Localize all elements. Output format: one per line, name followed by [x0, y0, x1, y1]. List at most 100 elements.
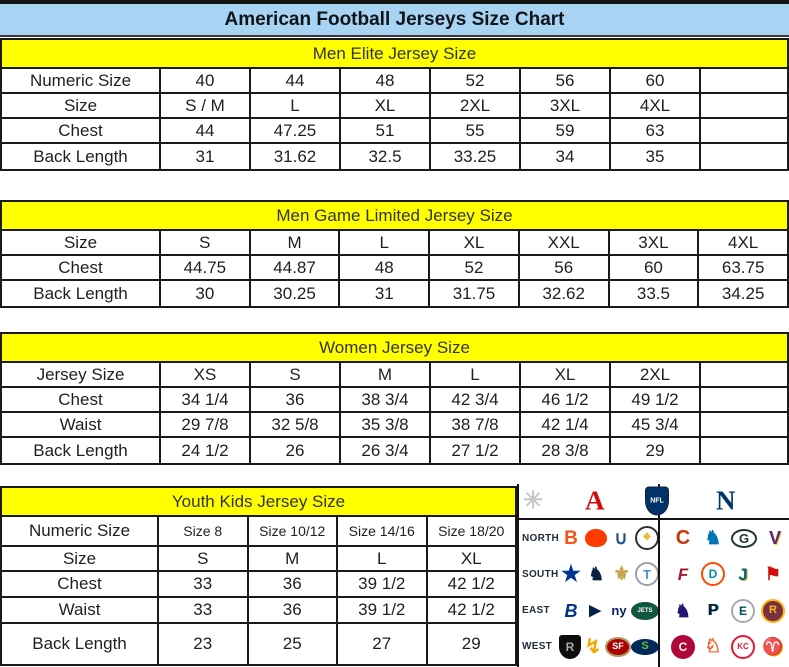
nfl-team-logo-panel: ✳ A NFL N NORTH B ∪ ❖ C ♞ G V SOUTH ★ ♞ ⚜ T F D J ⚑ EAST B… — [517, 484, 789, 667]
logo-oakland-raiders: R — [559, 634, 581, 659]
logo-new-orleans-saints: ⚜ — [613, 563, 631, 585]
division-row-south: SOUTH ★ ♞ ⚜ T F D J ⚑ — [519, 556, 789, 592]
starburst-icon: ✳ — [523, 487, 544, 514]
size-cell: 26 3/4 — [339, 438, 429, 463]
size-cell: S — [159, 231, 249, 254]
size-cell — [699, 69, 787, 92]
division-label: NORTH — [522, 532, 560, 544]
size-cell: 36 — [246, 598, 337, 622]
table-row: Jersey Size XS S M L XL 2XL — [2, 363, 787, 388]
section-header: Men Game Limited Jersey Size — [2, 202, 787, 231]
size-cell: 23 — [157, 624, 247, 664]
size-cell: 49 1/2 — [609, 388, 699, 411]
size-cell: 34 — [519, 144, 609, 169]
size-cell: 46 1/2 — [519, 388, 609, 411]
size-cell — [699, 119, 787, 142]
division-row-west: WEST R ↯ SF S C ♘ KC ♈ — [519, 629, 789, 665]
row-label: Back Length — [33, 440, 128, 460]
size-cell: S — [157, 547, 247, 570]
size-cell: 38 7/8 — [429, 413, 519, 436]
size-cell: 44.87 — [248, 256, 339, 279]
table-row: Waist 29 7/8 32 5/8 35 3/8 38 7/8 42 1/4 45 3/… — [2, 413, 787, 438]
logo-houston-texans: ♞ — [588, 564, 605, 585]
row-label: Jersey Size — [36, 364, 125, 384]
size-cell: M — [246, 547, 337, 570]
size-cell: XL — [425, 547, 516, 570]
size-cell: XL — [339, 94, 429, 117]
logo-miami-dolphins: D — [701, 562, 725, 587]
logo-st-louis-rams: ♈ — [762, 637, 784, 657]
afc-team-group: B ▶ ny JETS — [559, 599, 659, 623]
size-cell: 51 — [339, 119, 429, 142]
size-cell: 39 1/2 — [336, 598, 426, 622]
size-cell: 48 — [339, 69, 429, 92]
size-cell: 31.62 — [249, 144, 339, 169]
logo-san-francisco-49ers: SF — [605, 636, 631, 657]
men-elite-size-table: Men Elite Jersey Size Numeric Size 40 44 48 5… — [0, 38, 789, 171]
row-label: Chest — [57, 574, 102, 593]
division-label: SOUTH — [522, 568, 559, 580]
size-cell: S / M — [159, 94, 249, 117]
size-cell: 33.5 — [607, 281, 698, 306]
size-cell: 3XL — [607, 231, 698, 254]
row-label: Waist — [58, 600, 101, 619]
size-cell: 38 3/4 — [339, 388, 429, 411]
nfc-team-group: ♞ P E R — [671, 598, 785, 623]
logo-kansas-city-chiefs: KC — [731, 634, 755, 659]
size-cell: Size 10/12 — [246, 517, 337, 545]
table-row: Numeric Size Size 8 Size 10/12 Size 14/16 Si… — [2, 517, 515, 547]
row-label: Back Length — [33, 146, 128, 166]
size-cell: 40 — [159, 69, 249, 92]
size-cell: L — [429, 363, 519, 386]
size-cell: Size 18/20 — [425, 517, 516, 545]
size-cell: XL — [519, 363, 609, 386]
logo-chicago-bears: C — [675, 527, 691, 550]
size-cell: 32.5 — [339, 144, 429, 169]
logo-detroit-lions: ♞ — [704, 527, 722, 549]
section-header: Youth Kids Jersey Size — [2, 488, 515, 517]
division-rows: NORTH B ∪ ❖ C ♞ G V SOUTH ★ ♞ ⚜ T F D J ⚑ EAST B ▶ ny JETS ♞ P E… — [519, 520, 789, 665]
youth-kids-size-table: Youth Kids Jersey Size Numeric Size Size 8… — [0, 486, 517, 666]
logo-jacksonville-jaguars: J — [738, 564, 748, 584]
logo-tampa-bay-buccaneers: ⚑ — [764, 564, 782, 585]
logo-san-diego-chargers: ↯ — [584, 635, 602, 658]
size-cell: 25 — [246, 624, 337, 664]
row-label: Numeric Size — [29, 70, 132, 90]
logo-washington-redskins: R — [761, 598, 785, 623]
size-cell: Size 14/16 — [336, 517, 426, 545]
size-cell: M — [339, 363, 429, 386]
size-cell: XS — [159, 363, 249, 386]
logo-panel-header: ✳ A NFL N — [519, 484, 789, 520]
nfc-team-group: C ♞ G V — [671, 526, 787, 550]
logo-tennessee-titans: T — [634, 562, 659, 587]
size-cell: 47.25 — [249, 119, 339, 142]
table-row: Size S / M L XL 2XL 3XL 4XL — [2, 94, 787, 119]
table-row: Back Length 24 1/2 26 26 3/4 27 1/2 28 3/8 29 — [2, 438, 787, 463]
afc-logo-icon: A — [585, 485, 605, 516]
nfc-team-group: F D J ⚑ — [671, 562, 785, 587]
size-cell: 44 — [159, 119, 249, 142]
size-cell: 48 — [338, 256, 428, 279]
table-row: Chest 44 47.25 51 55 59 63 — [2, 119, 787, 144]
size-cell: 29 7/8 — [159, 413, 249, 436]
division-label: EAST — [522, 605, 550, 617]
nfl-shield-icon: NFL — [645, 486, 669, 516]
size-cell: 44 — [249, 69, 339, 92]
row-label: Chest — [58, 257, 103, 277]
size-cell: L — [338, 231, 428, 254]
table-row: Waist 33 36 39 1/2 42 1/2 — [2, 598, 515, 624]
size-cell: 29 — [609, 438, 699, 463]
logo-indianapolis-colts: ∪ — [614, 528, 628, 549]
row-label: Waist — [59, 414, 102, 434]
logo-new-england-patriots: ▶ — [589, 602, 601, 620]
size-cell: 33 — [157, 598, 247, 622]
size-cell: 52 — [428, 256, 518, 279]
division-row-east: EAST B ▶ ny JETS ♞ P E R — [519, 593, 789, 629]
size-cell: 30 — [159, 281, 249, 306]
table-row: Back Length 31 31.62 32.5 33.25 34 35 — [2, 144, 787, 169]
logo-pittsburgh-steelers: ❖ — [635, 526, 659, 551]
row-label: Size — [62, 548, 97, 568]
afc-team-group: R ↯ SF S — [559, 634, 659, 659]
size-cell: 33 — [157, 572, 247, 596]
row-label: Chest — [58, 120, 103, 140]
